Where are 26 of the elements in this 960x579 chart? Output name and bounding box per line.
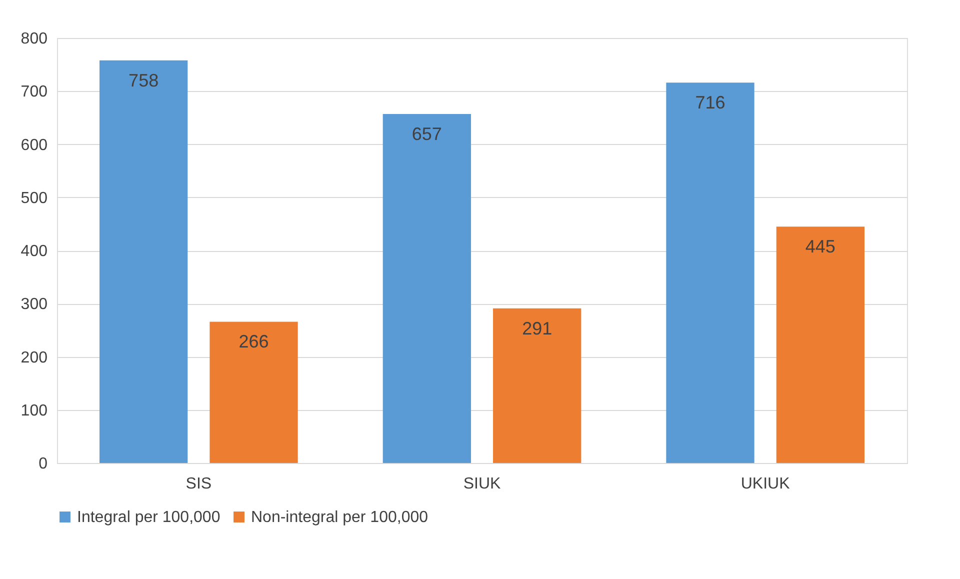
y-tick-label: 0 [38,456,48,472]
bar [100,60,188,463]
y-tick-label: 500 [20,190,48,207]
y-tick-label: 700 [20,84,48,101]
bar [776,226,864,463]
legend-label: Integral per 100,000 [77,509,220,526]
bar [382,114,471,463]
x-tick-label: UKIUK [740,476,790,492]
data-label: 758 [128,70,159,90]
data-label: 445 [805,236,836,257]
x-tick-label: SIS [186,476,212,492]
data-label: 657 [412,124,442,144]
x-tick-label: SIUK [463,476,501,492]
bar [666,82,754,463]
bar [210,322,298,463]
legend-label: Non-integral per 100,000 [251,509,428,526]
data-label: 291 [522,318,552,338]
bar [493,308,582,463]
y-tick-label: 300 [20,296,48,314]
y-tick-label: 200 [20,349,48,366]
y-tick-label: 800 [20,30,48,48]
data-label: 716 [695,92,726,113]
y-tick-label: 600 [20,136,48,154]
y-tick-label: 400 [20,243,48,260]
y-tick-label: 100 [20,402,48,420]
data-label: 266 [238,332,269,352]
